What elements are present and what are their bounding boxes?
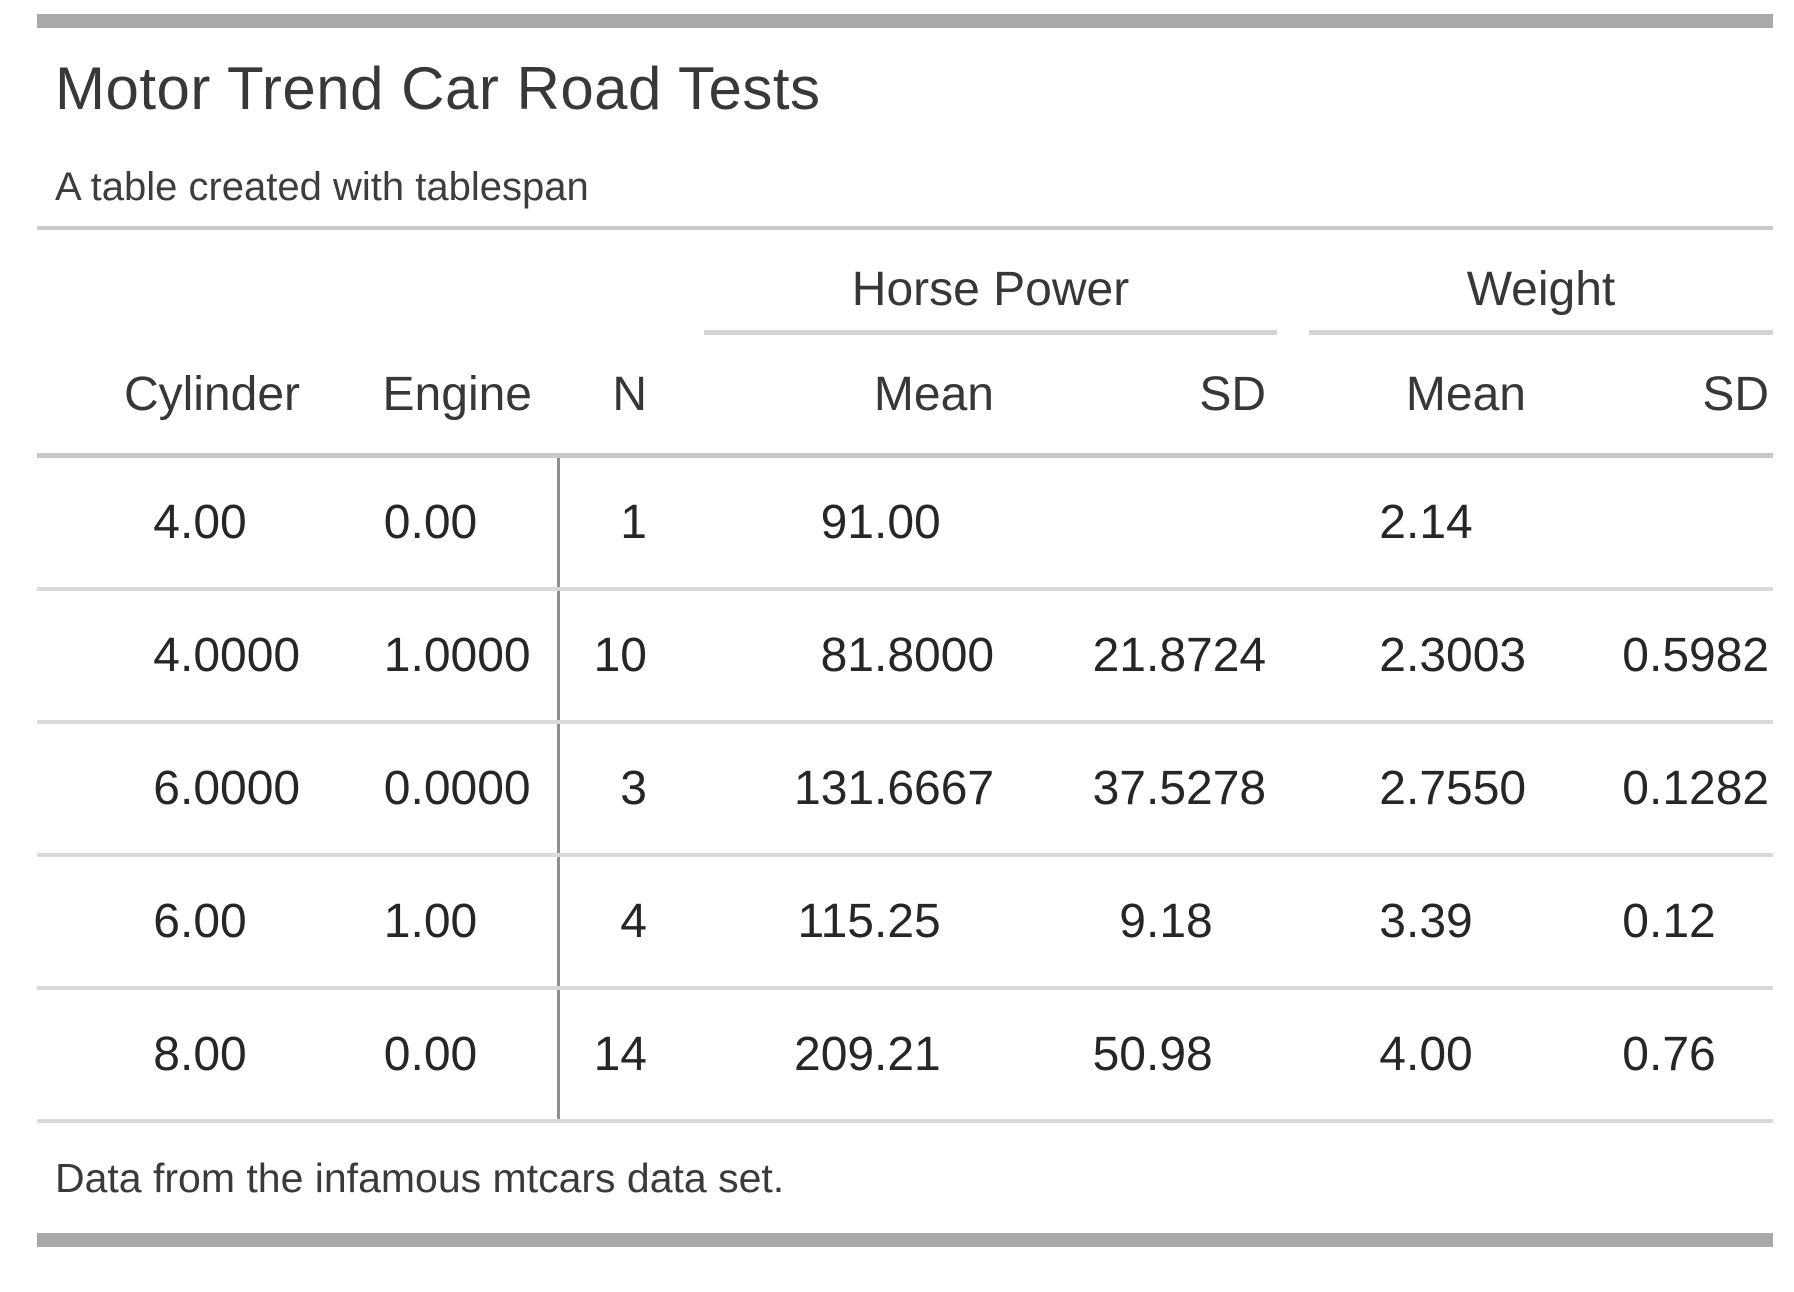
table-row: 8.00 0.00 14 209.21 50.98 4.00 0.76 [37, 988, 1773, 1123]
cell-cylinder: 8.00 [37, 988, 310, 1123]
cell-wt-sd [1540, 455, 1773, 591]
table-row: 6.0000 0.0000 3 131.6667 37.5278 2.7550 … [37, 722, 1773, 857]
cell-wt-mean: 4.00 [1281, 988, 1540, 1123]
cell-n: 10 [556, 589, 660, 724]
spanner-weight-label: Weight [1309, 262, 1773, 335]
cell-cylinder: 6.00 [37, 855, 310, 990]
cell-hp-sd: 9.18 [1008, 855, 1281, 990]
col-header-hp-sd: SD [1008, 335, 1281, 458]
col-header-n: N [558, 335, 660, 458]
cell-hp-mean: 115.25 [660, 855, 1008, 990]
table-row: 4.0000 1.0000 10 81.8000 21.8724 2.3003 … [37, 589, 1773, 724]
page-subtitle: A table created with tablespan [55, 165, 589, 209]
col-header-wt-sd: SD [1540, 335, 1773, 458]
cell-hp-mean: 81.8000 [660, 589, 1008, 724]
column-header-row: Cylinder Engine N Mean SD Mean SD [37, 335, 1773, 458]
col-header-hp-mean: Mean [660, 335, 1008, 458]
cell-wt-sd: 0.5982 [1540, 589, 1773, 724]
spanner-weight: Weight [1281, 230, 1773, 335]
spanner-row: Horse Power Weight [37, 230, 1773, 335]
cell-cylinder: 4.00 [37, 455, 310, 591]
cell-engine: 0.00 [310, 988, 558, 1123]
cell-wt-mean: 3.39 [1281, 855, 1540, 990]
table-row: 4.00 0.00 1 91.00 2.14 [37, 455, 1773, 591]
cell-wt-sd: 0.12 [1540, 855, 1773, 990]
cell-engine: 0.00 [310, 455, 558, 591]
cell-hp-mean: 131.6667 [660, 722, 1008, 857]
spanner-empty-stub [37, 230, 660, 335]
col-header-cylinder: Cylinder [37, 335, 310, 458]
cell-hp-sd: 50.98 [1008, 988, 1281, 1123]
spanner-horse-power-label: Horse Power [704, 262, 1277, 335]
cell-wt-sd: 0.1282 [1540, 722, 1773, 857]
cell-hp-mean: 209.21 [660, 988, 1008, 1123]
cell-n: 14 [556, 988, 660, 1123]
data-table: Horse Power Weight Cylinder Engine N Mea… [37, 230, 1773, 1233]
col-header-wt-mean: Mean [1281, 335, 1540, 458]
cell-engine: 1.00 [310, 855, 558, 990]
table-bottom-border [37, 1233, 1773, 1247]
spanner-horse-power: Horse Power [660, 230, 1281, 335]
footnote-row: Data from the infamous mtcars data set. [37, 1121, 1773, 1233]
cell-engine: 0.0000 [310, 722, 558, 857]
footnote: Data from the infamous mtcars data set. [55, 1154, 785, 1201]
table-body: 4.00 0.00 1 91.00 2.14 4.0000 1.0000 10 … [37, 455, 1773, 1123]
cell-hp-mean: 91.00 [660, 455, 1008, 591]
cell-wt-mean: 2.7550 [1281, 722, 1540, 857]
cell-engine: 1.0000 [310, 589, 558, 724]
table-top-border [37, 14, 1773, 28]
cell-cylinder: 6.0000 [37, 722, 310, 857]
cell-cylinder: 4.0000 [37, 589, 310, 724]
cell-n: 1 [556, 455, 660, 591]
table-sheet: Motor Trend Car Road Tests A table creat… [37, 14, 1773, 1247]
cell-wt-sd: 0.76 [1540, 988, 1773, 1123]
cell-wt-mean: 2.14 [1281, 455, 1540, 591]
subtitle-divider [37, 226, 1773, 230]
page-title: Motor Trend Car Road Tests [55, 55, 821, 122]
table-row: 6.00 1.00 4 115.25 9.18 3.39 0.12 [37, 855, 1773, 990]
cell-hp-sd [1008, 455, 1281, 591]
cell-n: 4 [556, 855, 660, 990]
cell-wt-mean: 2.3003 [1281, 589, 1540, 724]
cell-hp-sd: 37.5278 [1008, 722, 1281, 857]
cell-n: 3 [556, 722, 660, 857]
col-header-engine: Engine [310, 335, 558, 458]
cell-hp-sd: 21.8724 [1008, 589, 1281, 724]
